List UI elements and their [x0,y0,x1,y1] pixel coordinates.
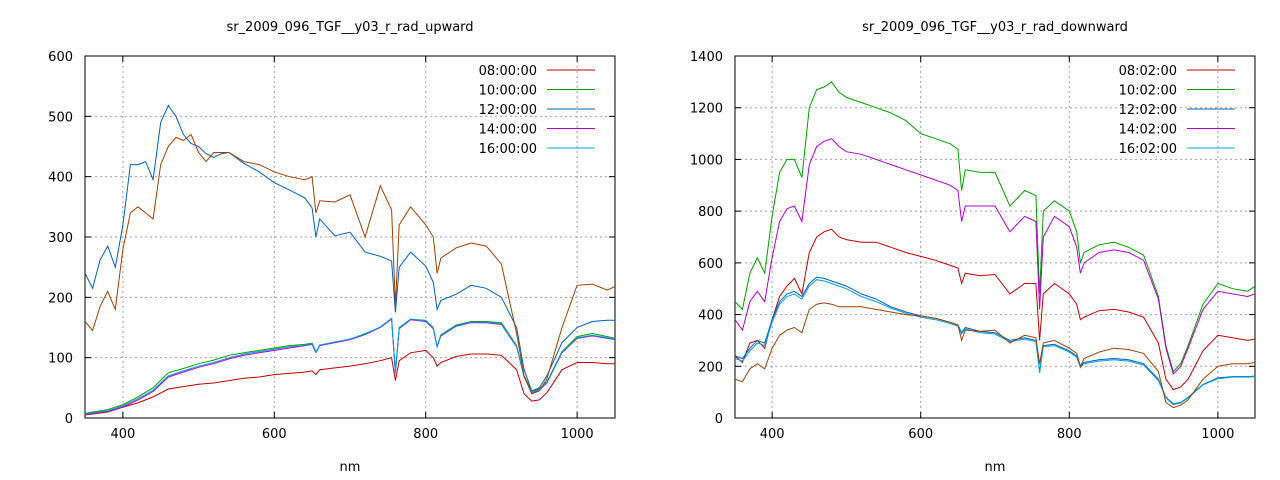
legend-label: 12:02:00 [1119,103,1177,118]
y-tick-label: 300 [48,231,73,246]
x-tick-label: 400 [760,427,785,442]
legend-label: 08:00:00 [479,64,537,79]
plot-frame [734,55,1256,419]
y-tick-label: 100 [48,352,73,367]
y-tick-label: 0 [715,412,723,427]
series-line [735,276,1255,405]
legend-label: 14:02:00 [1119,123,1177,138]
y-tick-label: 1400 [690,50,723,65]
y-tick-label: 400 [48,171,73,186]
series-line [735,138,1255,375]
y-tick-label: 200 [48,291,73,306]
y-tick-label: 500 [48,110,73,125]
y-tick-label: 1200 [690,102,723,117]
y-tick-label: 800 [698,205,723,220]
legend-label: 16:00:00 [479,142,537,157]
x-axis-label: nm [985,460,1006,475]
legend-label: 12:00:00 [479,103,537,118]
y-tick-label: 0 [65,412,73,427]
series-line [735,81,1255,373]
x-tick-label: 600 [908,427,933,442]
y-tick-label: 600 [48,50,73,65]
series-line [85,104,615,392]
series-line [735,228,1255,391]
series-line [735,302,1255,409]
legend-label: 10:02:00 [1119,84,1177,99]
x-tick-label: 800 [1057,427,1082,442]
y-tick-label: 600 [698,257,723,272]
y-tick-label: 1000 [690,153,723,168]
legend-label: 10:00:00 [479,84,537,99]
legend-label: 14:00:00 [479,123,537,138]
series-line [85,349,615,416]
y-tick-label: 200 [698,360,723,375]
x-axis-label: nm [340,460,361,475]
x-tick-label: 400 [110,427,135,442]
chart-title: sr_2009_096_TGF__y03_r_rad_downward [862,20,1128,35]
upward-radiance-chart: 400 600 800 1000 0 100 200 300 400 500 600 sr_2009_… [48,20,616,475]
x-tick-label: 600 [262,427,287,442]
x-tick-label: 800 [413,427,438,442]
series-line [85,133,615,395]
chart-title: sr_2009_096_TGF__y03_r_rad_upward [226,20,473,35]
x-tick-label: 1000 [561,427,594,442]
legend-label: 08:02:00 [1119,64,1177,79]
series-line [85,317,615,415]
legend-label: 16:02:00 [1119,142,1177,157]
x-tick-label: 1000 [1201,427,1234,442]
series-line [735,279,1255,406]
downward-radiance-chart: 400 600 800 1000 0 200 400 600 800 1000 1200 1400 sr… [690,20,1256,475]
y-tick-label: 400 [698,309,723,324]
